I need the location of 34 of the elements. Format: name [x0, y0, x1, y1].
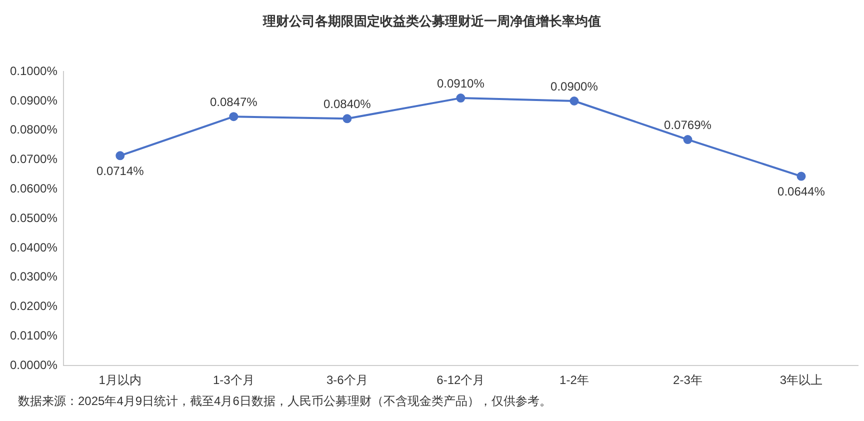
point: [116, 151, 125, 160]
x-tick-label: 1-2年: [560, 373, 589, 388]
x-tick-label: 1月以内: [98, 373, 142, 388]
text: 0.0910%: [437, 76, 484, 90]
text: 0.0714%: [96, 164, 144, 178]
point: [796, 172, 806, 181]
point: [342, 114, 352, 124]
y-tick-label: 0.0900%: [10, 93, 58, 108]
x-tick-label: 1-3个月: [212, 373, 254, 388]
text: 0.0900%: [550, 79, 598, 94]
y-tick-label: 0.0200%: [10, 299, 58, 314]
text: 0.0769%: [664, 118, 712, 132]
point: [229, 112, 238, 122]
x-tick-label: 6-12个月: [436, 373, 485, 388]
y-tick-label: 0.0000%: [10, 358, 58, 372]
y-tick-label: 0.0500%: [10, 210, 58, 225]
text: 0.0644%: [778, 184, 825, 199]
y-tick-label: 0.0400%: [10, 240, 58, 254]
y-tick-label: 0.1000%: [10, 64, 58, 78]
y-tick-label: 0.0600%: [10, 182, 58, 196]
y-tick-label: 0.0700%: [10, 152, 58, 166]
x-tick-label: 3年以上: [780, 373, 823, 388]
source-note: 数据来源：2025年4月9日统计，截至4月6日数据，人民币公募理财（不含现金类产品），仅供参考。: [18, 394, 552, 408]
x-tick-label: 2-3年: [673, 373, 702, 388]
point: [683, 135, 692, 144]
point: [456, 94, 466, 103]
chart-title: 理财公司各期限固定收益类公募理财近一周净值增长率均值: [262, 13, 601, 28]
y-tick-label: 0.0800%: [10, 122, 58, 137]
y-tick-label: 0.0100%: [10, 328, 58, 343]
text: 0.0840%: [323, 96, 371, 111]
y-tick-label: 0.0300%: [10, 270, 58, 284]
x-tick-label: 3-6个月: [326, 373, 368, 388]
point: [570, 96, 579, 106]
text: 0.0847%: [210, 94, 258, 109]
